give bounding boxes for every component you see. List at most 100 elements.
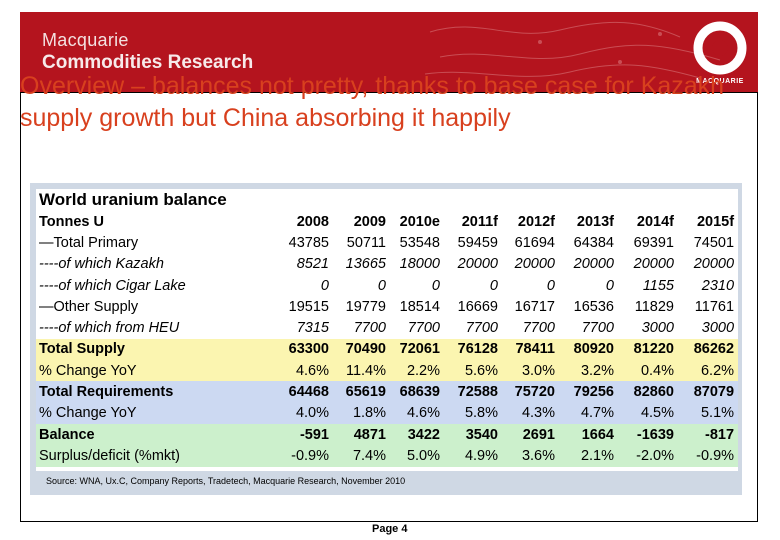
row-label: % Change YoY [36, 360, 273, 382]
table-cell: 2691 [502, 423, 559, 446]
table-cell: 4.6% [273, 360, 333, 382]
table-cell: -817 [678, 423, 739, 446]
slide-title: Overview – balances not pretty, thanks t… [20, 72, 725, 132]
table-cell: 4.9% [444, 445, 502, 467]
table-cell: 82860 [618, 381, 678, 403]
table-cell: -0.9% [273, 445, 333, 467]
table-row: Surplus/deficit (%mkt) -0.9% 7.4% 5.0% 4.9% 3… [36, 445, 739, 467]
table-cell: 7315 [296, 320, 329, 337]
table-cell: 20000 [514, 256, 555, 273]
table-cell: 16669 [457, 298, 498, 315]
table-cell: 19515 [288, 298, 329, 315]
table-cell: 72588 [444, 381, 502, 403]
row-label: % Change YoY [36, 402, 273, 424]
table-cell: 1155 [642, 277, 674, 294]
table-row: % Change YoY 4.0% 1.8% 4.6% 5.8% 4.3% 4.7% 4.5%… [36, 402, 739, 424]
table-cell: 7700 [522, 320, 555, 337]
table-cell: 7700 [407, 320, 440, 337]
table-row: % Change YoY 4.6% 11.4% 2.2% 5.6% 3.0% 3.2% 0.4… [36, 360, 739, 382]
table-cell: 7700 [581, 320, 614, 337]
table-cell: -0.9% [678, 445, 739, 467]
table-cell: 0 [431, 277, 440, 294]
table-cell: 87079 [678, 381, 739, 403]
brand-name: Macquarie [42, 30, 129, 50]
table-cell: 5.6% [444, 360, 502, 382]
table-cell: 4.7% [559, 402, 618, 424]
table-cell: 3000 [641, 320, 674, 337]
header-cell: Tonnes U [39, 213, 104, 230]
table-cell: 3000 [701, 320, 735, 337]
logo-text: MACQUARIE [696, 78, 744, 85]
macquarie-logo: MACQUARIE [692, 20, 748, 90]
table-cell: 6.2% [678, 360, 739, 382]
table-row: ----of which from HEU 7315 7700 7700 7700 770… [36, 317, 738, 338]
table-row: —Other Supply 19515 19779 18514 16669 16717 16… [36, 296, 738, 317]
table-cell: 50711 [346, 234, 386, 251]
table-cell: 2.1% [559, 445, 618, 467]
table-cell: 0 [546, 277, 555, 294]
table-cell: 53548 [399, 234, 440, 251]
table-cell: 80920 [559, 338, 618, 361]
row-label: ----of which Kazakh [39, 256, 164, 273]
table-row: ----of which Cigar Lake 0 0 0 0 0 0 1155 2310 [36, 275, 738, 296]
table-cell: 74501 [693, 234, 735, 251]
world-map-decoration [424, 21, 721, 79]
table-cell: 0 [605, 277, 614, 294]
header-cell: 2011f [461, 213, 498, 230]
table-cell: 4.0% [273, 402, 333, 424]
table-row: Total Requirements 64468 65619 68639 72588 75… [36, 381, 739, 403]
table-cell: 4.5% [618, 402, 678, 424]
table-cell: -2.0% [618, 445, 678, 467]
table-cell: 4.3% [502, 402, 559, 424]
page-number: Page 4 [372, 523, 408, 535]
table-cell: 18000 [399, 256, 440, 273]
table-cell: 70490 [333, 338, 390, 361]
row-label: Surplus/deficit (%mkt) [36, 445, 273, 467]
header-cell: 2009 [353, 213, 386, 230]
table-cell: 8521 [296, 256, 329, 273]
table-cell: 3.0% [502, 360, 559, 382]
table-cell: 20000 [457, 256, 498, 273]
row-label: Balance [36, 423, 273, 446]
table-cell: 19779 [345, 298, 386, 315]
table-cell: 78411 [502, 338, 559, 361]
header-banner: Macquarie Commodities Research MACQUARIE [20, 12, 758, 92]
table-cell: 2.2% [390, 360, 444, 382]
table-caption: World uranium balance [39, 190, 227, 209]
table-row: Total Supply 63300 70490 72061 76128 78411 809… [36, 338, 739, 361]
table-cell: 65619 [333, 381, 390, 403]
table-cell: 5.1% [678, 402, 739, 424]
table-cell: 3.6% [502, 445, 559, 467]
table-cell: -591 [273, 423, 333, 446]
table-cell: 1.8% [333, 402, 390, 424]
table-header-row: Tonnes U 2008 2009 2010e 2011f 2012f 201… [36, 211, 738, 232]
table-cell: 20000 [633, 256, 674, 273]
row-label: ----of which from HEU [39, 320, 180, 337]
table-cell: 5.0% [390, 445, 444, 467]
table-cell: 3540 [444, 423, 502, 446]
logo-ring-icon [693, 21, 747, 75]
table-cell: 7700 [353, 320, 386, 337]
table-row: —Total Primary 43785 50711 53548 59459 61694 6… [36, 232, 738, 253]
header-cell: 2013f [576, 213, 614, 230]
source-note: Source: WNA, Ux.C, Company Reports, Trad… [46, 476, 406, 486]
table-cell: 4.6% [390, 402, 444, 424]
table-cell: 1664 [559, 423, 618, 446]
table-cell: 4871 [333, 423, 390, 446]
table-cell: 20000 [693, 256, 735, 273]
table-cell: 79256 [559, 381, 618, 403]
row-label: —Other Supply [39, 298, 139, 315]
row-label: ----of which Cigar Lake [39, 277, 186, 294]
table-cell: 11.4% [333, 360, 390, 382]
uranium-balance-table: World uranium balance Tonnes U 2008 2009… [36, 189, 739, 467]
header-cell: 2014f [636, 213, 674, 230]
table-cell: 64384 [573, 234, 614, 251]
row-label: Total Supply [36, 338, 273, 361]
table-cell: 11761 [694, 298, 735, 315]
table-cell: 0.4% [618, 360, 678, 382]
table-cell: 16536 [573, 298, 614, 315]
table-cell: 20000 [573, 256, 614, 273]
table-cell: 43785 [288, 234, 329, 251]
table-cell: 69391 [633, 234, 674, 251]
table-cell: 72061 [390, 338, 444, 361]
